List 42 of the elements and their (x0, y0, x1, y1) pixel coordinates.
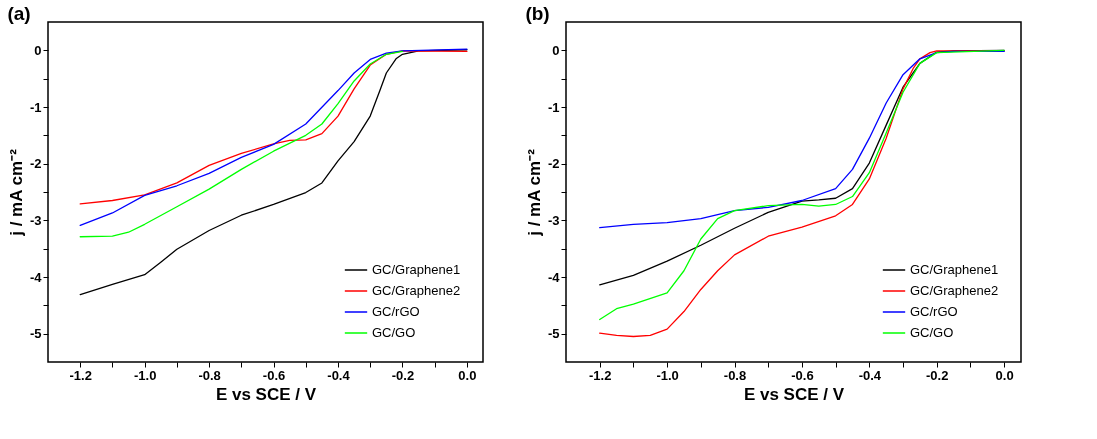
y-tick-label: -4 (29, 269, 43, 285)
x-tick-label: -0.6 (262, 367, 286, 383)
y-tick-label: -4 (547, 269, 561, 285)
y-tick-label: -2 (547, 156, 560, 172)
y-tick-label: 0 (552, 42, 560, 58)
y-axis-title: j / mA cm⁻² (6, 148, 26, 237)
y-tick-label: -5 (547, 326, 560, 342)
legend-label: GC/rGO (372, 304, 420, 319)
x-tick-label: -1.2 (589, 367, 612, 383)
y-tick-label: -3 (547, 212, 560, 228)
x-tick-label: -0.4 (858, 367, 882, 383)
y-axis-title: j / mA cm⁻² (524, 148, 544, 237)
x-tick-label: -1.0 (656, 367, 679, 383)
line-series (599, 50, 1005, 229)
x-tick-label: -1.0 (133, 367, 157, 383)
line-series (79, 50, 404, 238)
y-tick-label: -3 (29, 212, 42, 228)
legend-label: GC/Graphene2 (372, 283, 461, 298)
y-tick-label: -5 (29, 326, 42, 342)
x-tick-label: -0.2 (391, 367, 415, 383)
legend-label: GC/Graphene1 (910, 262, 999, 277)
x-tick-label: -0.6 (791, 367, 814, 383)
x-tick-label: 0.0 (995, 367, 1014, 383)
chart-title: (a) (7, 3, 31, 24)
y-tick-label: -1 (29, 99, 42, 115)
x-tick-label: -0.8 (198, 367, 221, 383)
chart-title: (b) (525, 3, 550, 24)
legend-label: GC/rGO (910, 304, 958, 319)
y-tick-label: -1 (547, 99, 560, 115)
x-axis-title: E vs SCE / V (215, 384, 317, 404)
y-tick-label: 0 (34, 42, 42, 58)
legend-label: GC/Graphene2 (910, 283, 999, 298)
legend-label: GC/Graphene1 (372, 262, 461, 277)
x-tick-label: -0.2 (926, 367, 949, 383)
y-tick-label: -2 (29, 156, 42, 172)
x-tick-label: -1.2 (69, 367, 92, 383)
x-tick-label: -0.4 (327, 367, 351, 383)
x-tick-label: 0.0 (458, 367, 477, 383)
legend-label: GC/GO (910, 325, 954, 340)
legend-label: GC/GO (372, 325, 416, 340)
x-tick-label: -0.8 (723, 367, 747, 383)
x-axis-title: E vs SCE / V (743, 384, 845, 404)
